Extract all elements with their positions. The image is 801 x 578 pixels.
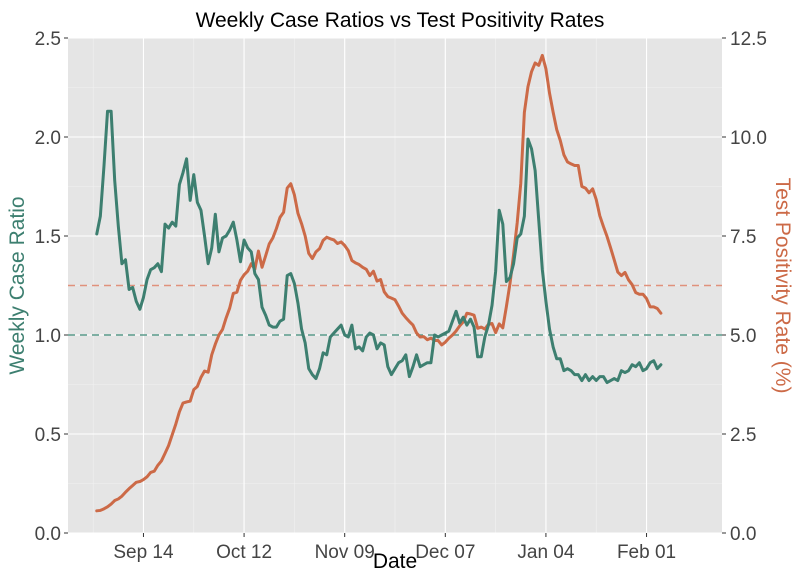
y-right-tick-label: 10.0 bbox=[730, 128, 767, 149]
reference-lines bbox=[68, 284, 722, 336]
y-left-tick-label: 1.0 bbox=[35, 326, 61, 347]
y-left-tick-label: 0.0 bbox=[35, 524, 61, 545]
y-axis-right-title: Test Positivity Rate (%) bbox=[771, 178, 794, 394]
y-left-tick-label: 2.5 bbox=[35, 29, 61, 50]
x-tick-label: Oct 12 bbox=[216, 542, 272, 563]
y-axis-left-title: Weekly Case Ratio bbox=[6, 196, 29, 374]
x-tick-label: Nov 09 bbox=[315, 542, 375, 563]
y-left-tick-label: 2.0 bbox=[35, 128, 61, 149]
series-lines bbox=[95, 53, 663, 513]
y-right-tick-label: 5.0 bbox=[730, 326, 756, 347]
series-line-left bbox=[95, 109, 663, 385]
y-right-tick-label: 7.5 bbox=[730, 227, 756, 248]
axis-ticks bbox=[64, 37, 726, 537]
y-left-tick-label: 1.5 bbox=[35, 227, 61, 248]
y-right-tick-label: 12.5 bbox=[730, 29, 767, 50]
y-right-tick-label: 0.0 bbox=[730, 524, 756, 545]
x-tick-label: Feb 01 bbox=[617, 542, 676, 563]
x-tick-label: Sep 14 bbox=[113, 542, 174, 563]
x-axis-title: Date bbox=[373, 550, 417, 573]
x-tick-label: Jan 04 bbox=[517, 542, 574, 563]
series-line-right bbox=[95, 53, 663, 513]
y-right-tick-label: 2.5 bbox=[730, 425, 756, 446]
chart-title: Weekly Case Ratios vs Test Positivity Ra… bbox=[196, 9, 605, 32]
y-left-tick-label: 0.5 bbox=[35, 425, 61, 446]
x-tick-label: Dec 07 bbox=[415, 542, 475, 563]
tick-labels: 0.0 0.5 1.0 1.5 2.0 2.5 0.0 2.5 5.0 7.5 10.0 12.5 Se… bbox=[35, 29, 767, 563]
